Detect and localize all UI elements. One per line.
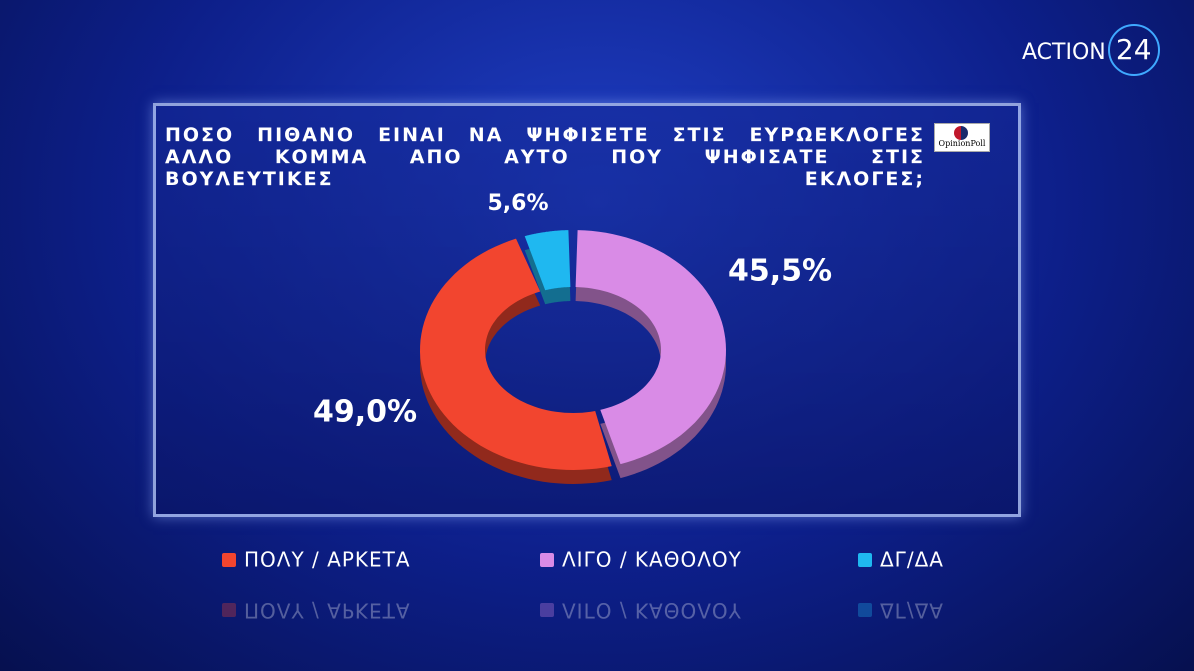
legend-swatch <box>858 553 872 567</box>
legend-label: ΔΓ/ΔΑ <box>880 548 944 572</box>
slice <box>575 230 726 465</box>
pollster-logo: OpinionPoll <box>934 123 990 152</box>
legend-label: ΠΟΛΥ / ΑΡΚΕΤΑ <box>244 548 411 572</box>
legend-swatch-reflection <box>858 603 872 617</box>
slice <box>420 238 612 470</box>
legend-label: ΛΙΓΟ / ΚΑΘΟΛΟΥ <box>562 548 742 572</box>
legend-label-reflection: ΔΓ/ΔΑ <box>880 599 944 623</box>
legend-reflection: ΔΓ/ΔΑ <box>858 599 944 623</box>
value-label: 45,5% <box>728 254 832 289</box>
brand-name: ACTION <box>1022 40 1106 65</box>
value-label: 5,6% <box>487 191 548 216</box>
slice <box>524 230 571 291</box>
legend-swatch <box>540 553 554 567</box>
legend-swatch-reflection <box>222 603 236 617</box>
brand-number: 24 <box>1107 24 1160 76</box>
legend-swatch-reflection <box>540 603 554 617</box>
legend-reflection: ΠΟΛΥ / ΑΡΚΕΤΑ <box>222 599 411 623</box>
legend-swatch <box>222 553 236 567</box>
legend-label-reflection: ΠΟΛΥ / ΑΡΚΕΤΑ <box>244 599 411 623</box>
chart-title: ΠΟΣΟ ΠΙΘΑΝΟ ΕΙΝΑΙ ΝΑ ΨΗΦΙΣΕΤΕ ΣΤΙΣ ΕΥΡΩΕ… <box>165 124 925 190</box>
value-label: 49,0% <box>313 395 417 430</box>
legend-label-reflection: ΛΙΓΟ / ΚΑΘΟΛΟΥ <box>562 599 742 623</box>
legend-reflection: ΛΙΓΟ / ΚΑΘΟΛΟΥ <box>540 599 742 623</box>
channel-logo: ACTION 24 <box>1022 24 1160 76</box>
